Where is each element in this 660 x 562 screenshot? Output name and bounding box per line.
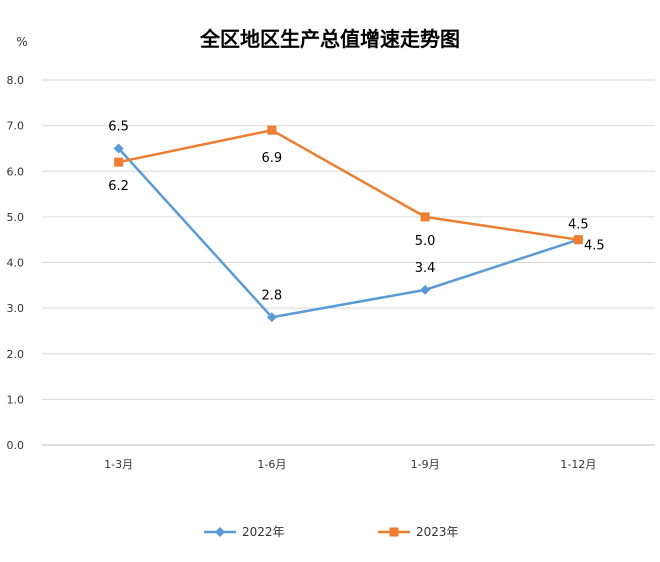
chart-title: 全区地区生产总值增速走势图 <box>199 27 460 51</box>
y-tick-label: 3.0 <box>7 302 25 315</box>
legend-entry-label: 2023年 <box>416 525 459 539</box>
x-tick-label: 1-9月 <box>411 458 440 471</box>
series-line-2 <box>118 128 579 241</box>
y-tick-label: 8.0 <box>7 74 25 87</box>
data-label: 4.5 <box>568 218 589 233</box>
data-label: 4.5 <box>584 239 605 254</box>
data-label: 3.4 <box>415 261 436 276</box>
legend-marker <box>215 527 225 537</box>
data-point-marker <box>267 125 277 135</box>
y-tick-label: 1.0 <box>7 393 25 406</box>
data-point-marker <box>420 212 430 222</box>
data-point-marker <box>266 312 277 323</box>
legend-entry-label: 2022年 <box>242 525 285 539</box>
legend-marker <box>389 527 399 537</box>
legend: 2022年 2023年 <box>204 525 459 539</box>
gridlines <box>42 79 655 446</box>
series-lines <box>113 125 584 323</box>
y-tick-label: 0.0 <box>7 439 25 452</box>
y-tick-label: 5.0 <box>7 211 25 224</box>
x-axis-ticks: 1-3月 1-6月 1-9月 1-12月 <box>104 458 596 471</box>
data-point-marker <box>573 235 583 245</box>
x-tick-label: 1-3月 <box>104 458 133 471</box>
data-label: 6.9 <box>262 151 283 166</box>
y-tick-label: 6.0 <box>7 165 25 178</box>
series-line-1 <box>117 147 579 319</box>
x-tick-label: 1-6月 <box>257 458 286 471</box>
y-axis-ticks: 0.0 1.0 2.0 3.0 4.0 5.0 6.0 7.0 8.0 <box>7 74 25 452</box>
data-point-marker <box>113 143 124 154</box>
y-tick-label: 2.0 <box>7 348 25 361</box>
data-label: 2.8 <box>262 288 283 303</box>
y-axis-unit-label: % <box>16 35 27 49</box>
data-point-marker <box>114 157 124 167</box>
data-label: 6.2 <box>108 179 129 194</box>
data-label: 6.5 <box>108 119 129 134</box>
data-point-marker <box>420 284 431 295</box>
y-tick-label: 7.0 <box>7 120 25 133</box>
data-labels: 6.5 2.8 3.4 4.5 6.2 6.9 5.0 4.5 <box>108 119 604 303</box>
x-tick-label: 1-12月 <box>560 458 596 471</box>
data-label: 5.0 <box>415 234 436 249</box>
y-tick-label: 4.0 <box>7 257 25 270</box>
